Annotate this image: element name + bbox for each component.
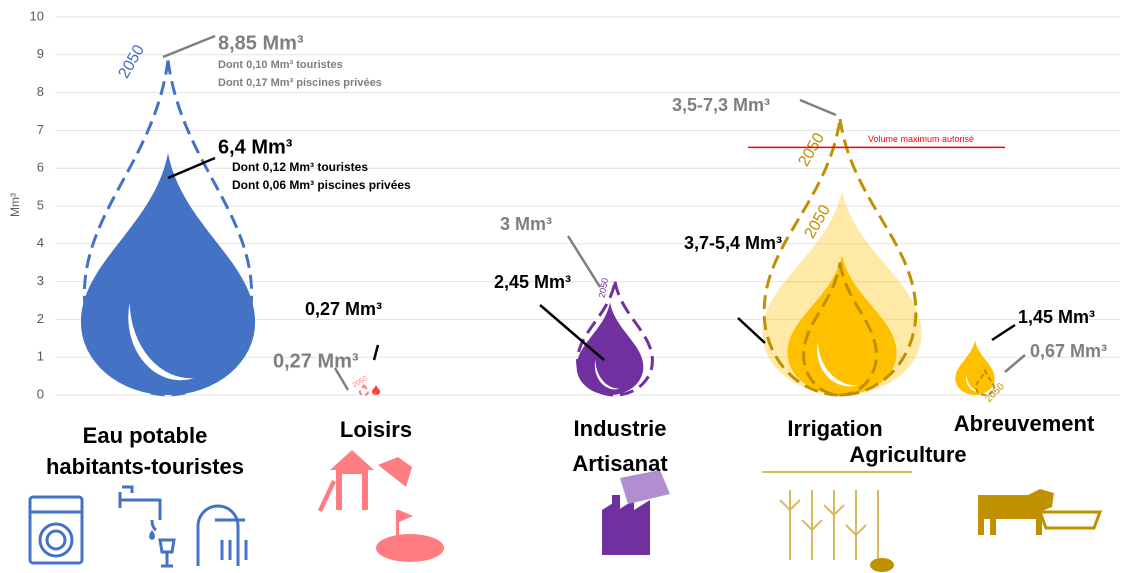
current-label-leader	[167, 156, 216, 180]
drop-2050	[762, 118, 918, 397]
drop-highlight	[374, 391, 378, 395]
y-tick-label: 1	[37, 349, 44, 364]
future-label: 0,67 Mm³	[1030, 341, 1107, 361]
future-label-leader	[1004, 354, 1026, 373]
drop-current	[371, 384, 381, 395]
y-tick-label: 10	[30, 8, 44, 23]
drop-current	[576, 302, 644, 395]
drop-current	[787, 255, 897, 395]
current-label-leader	[737, 317, 766, 344]
icons-crops	[762, 471, 912, 560]
tag-2050: 2050	[795, 130, 828, 169]
y-tick-label: 5	[37, 197, 44, 212]
future-label: 8,85 Mm³	[218, 32, 304, 54]
drop-highlight	[966, 374, 981, 392]
tag-2050: 2050	[115, 42, 148, 81]
category-label: Artisanat	[572, 451, 668, 476]
y-tick-label: 0	[37, 386, 44, 401]
y-tick-label: 4	[37, 235, 44, 250]
drop-2050	[975, 369, 995, 396]
icon-drop	[149, 530, 155, 540]
current-label-leader	[991, 323, 1016, 342]
current-label: 3,7-5,4 Mm³	[684, 233, 782, 253]
icons-water	[28, 485, 248, 568]
current-label: 0,27 Mm³	[305, 299, 382, 319]
future-label: 3,5-7,3 Mm³	[672, 95, 770, 115]
category-label: Industrie	[574, 416, 667, 441]
y-tick-label: 3	[37, 273, 44, 288]
y-axis-label: Mm³	[8, 193, 22, 217]
icon-potato	[870, 558, 894, 572]
category-label: Irrigation	[787, 416, 882, 441]
tag-2050: 2050	[597, 277, 610, 298]
drop-2050	[576, 281, 654, 397]
category-label: Loisirs	[340, 417, 412, 442]
future-label: 3 Mm³	[500, 214, 552, 234]
drop-2050	[802, 262, 878, 397]
category-label: habitants-touristes	[46, 454, 244, 479]
drop-highlight	[817, 341, 859, 387]
icons-leisure	[318, 450, 444, 562]
future-label-leader	[162, 34, 216, 59]
y-tick-label: 8	[37, 84, 44, 99]
category-label: Abreuvement	[954, 411, 1095, 436]
current-label: 2,45 Mm³	[494, 272, 571, 292]
current-label: 1,45 Mm³	[1018, 307, 1095, 327]
drop-2050	[82, 60, 254, 397]
future-note: Dont 0,17 Mm³ piscines privées	[218, 77, 382, 89]
drop-current	[955, 340, 995, 395]
current-note: Dont 0,06 Mm³ piscines privées	[232, 178, 411, 192]
current-label: 6,4 Mm³	[218, 136, 293, 158]
future-label-leader	[799, 98, 837, 117]
icons-industry	[602, 470, 670, 555]
drop-current	[80, 153, 256, 396]
drop-highlight	[594, 359, 621, 390]
category-label: Agriculture	[849, 442, 966, 467]
y-tick-label: 9	[37, 46, 44, 61]
future-label: 0,27 Mm³	[273, 350, 359, 372]
max-line-label: Volume maximum autorisé	[868, 134, 974, 144]
future-label-leader	[566, 235, 602, 288]
drop-highlight	[128, 303, 195, 381]
current-label-leader	[372, 344, 380, 361]
y-tick-label: 6	[37, 160, 44, 175]
future-note: Dont 0,10 Mm³ touristes	[218, 59, 343, 71]
y-tick-label: 7	[37, 122, 44, 137]
icons-cattle	[978, 489, 1103, 535]
current-label-leader	[539, 304, 605, 361]
current-note: Dont 0,12 Mm³ touristes	[232, 160, 368, 174]
drop-2050	[358, 384, 370, 396]
future-label-leader	[333, 367, 350, 391]
y-tick-label: 2	[37, 311, 44, 326]
category-label: Eau potable	[83, 423, 208, 448]
